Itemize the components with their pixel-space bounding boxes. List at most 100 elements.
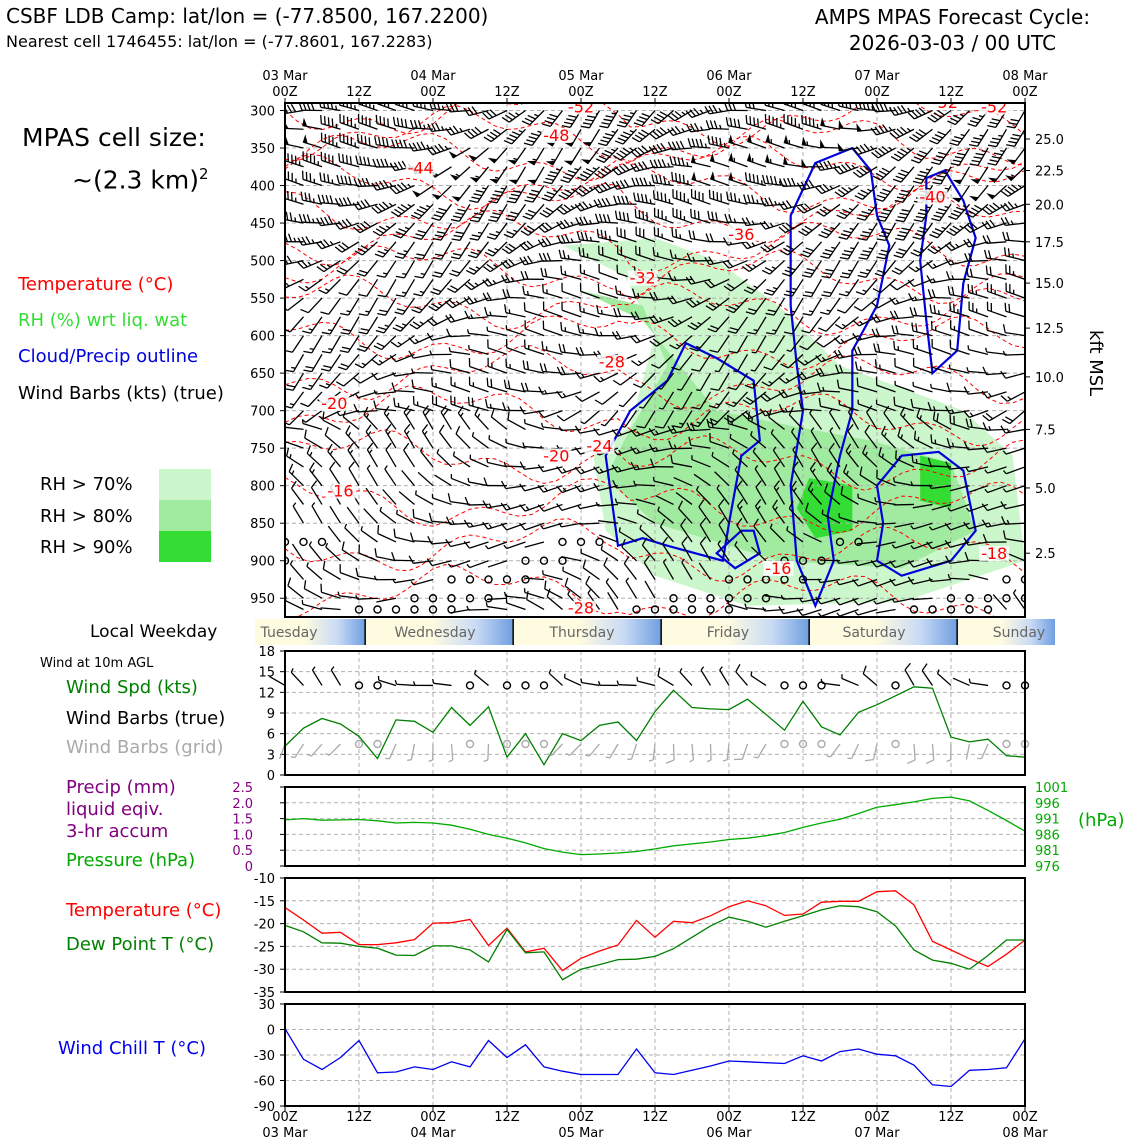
wind-barb <box>357 113 378 130</box>
barb-staff <box>642 391 656 409</box>
barb-half <box>915 458 918 464</box>
barb-full <box>827 160 833 169</box>
barb-full <box>543 181 552 185</box>
barb-full <box>759 221 766 230</box>
wind-barb <box>522 203 545 220</box>
barb-staff <box>487 560 508 568</box>
wind-barb <box>410 368 434 374</box>
barb-full <box>686 252 692 262</box>
barb-staff <box>699 543 712 562</box>
barb-staff <box>383 316 397 334</box>
wind-barb <box>285 335 305 353</box>
barb-full <box>300 191 304 201</box>
barb-half <box>308 384 314 387</box>
wind-barb <box>836 608 859 617</box>
barb-full <box>615 166 623 174</box>
barb-staff <box>324 434 341 449</box>
barb-full <box>526 361 530 370</box>
barb-staff <box>750 546 767 562</box>
barb-half <box>808 310 814 313</box>
barb-half <box>733 370 738 373</box>
barb-staff <box>339 595 360 599</box>
barb-staff <box>718 354 730 372</box>
barb-full <box>524 199 534 203</box>
barb-staff <box>308 544 323 562</box>
wind-barb <box>727 316 749 334</box>
barb-staff <box>563 410 582 422</box>
barb-staff <box>505 387 526 393</box>
barb-full <box>326 103 330 109</box>
barb-full <box>297 237 303 246</box>
barb-full <box>844 162 852 171</box>
barb-staff <box>564 585 582 599</box>
wind-barb <box>558 537 567 547</box>
wind-barb <box>1006 128 1025 148</box>
barb-half <box>346 310 351 313</box>
barb-full <box>492 212 501 216</box>
wind-barb <box>968 320 989 337</box>
barb-full <box>541 224 549 231</box>
barb-full <box>708 105 714 114</box>
barb-full <box>925 759 934 765</box>
barb-full <box>729 192 733 201</box>
wind-barb <box>285 211 304 224</box>
barb-staff <box>389 743 397 759</box>
barb-flag <box>468 154 478 161</box>
barb-full <box>606 214 611 223</box>
wind-barb <box>741 217 767 227</box>
barb-staff <box>451 477 471 487</box>
wind-barb <box>728 134 748 149</box>
barb-half <box>331 179 334 184</box>
wind-barb <box>725 391 748 408</box>
barb-half <box>311 239 315 244</box>
barb-full <box>412 508 415 518</box>
barb-full <box>398 228 407 233</box>
barb-staff <box>339 104 360 112</box>
temperature-isotherm <box>285 429 1025 491</box>
barb-staff <box>420 450 434 468</box>
barb-full <box>861 210 870 215</box>
wind-barb <box>631 128 656 143</box>
barb-full <box>335 381 345 387</box>
barb-full <box>431 217 440 221</box>
barb-full <box>937 151 947 156</box>
barb-full <box>963 226 971 233</box>
barb-full <box>285 388 294 391</box>
barb-staff <box>285 391 286 394</box>
barb-staff <box>930 296 952 299</box>
barb-full <box>631 360 639 367</box>
wind-barb <box>659 518 674 543</box>
barb-full <box>506 200 516 204</box>
wind-barb <box>301 170 323 187</box>
wind-barb <box>466 605 489 611</box>
barb-full <box>286 104 293 113</box>
wind-barb <box>426 143 452 156</box>
barb-full <box>360 245 369 251</box>
barb-staff <box>357 410 378 413</box>
barb-full <box>549 113 558 118</box>
barb-staff <box>709 743 712 761</box>
barb-full <box>660 142 667 151</box>
barb-half <box>704 143 708 148</box>
wind-barb <box>668 440 693 450</box>
barb-full <box>374 253 384 258</box>
barb-full <box>686 422 692 431</box>
barb-flag <box>264 124 270 132</box>
wind-barb <box>630 428 656 437</box>
barb-half <box>349 449 354 454</box>
wind-barb <box>562 566 582 581</box>
calm-circle <box>410 605 419 614</box>
wind-barb-true <box>636 676 656 687</box>
barb-half <box>600 423 606 427</box>
wind-barb <box>773 480 786 505</box>
barb-half <box>426 144 430 149</box>
wind-barb <box>366 464 379 487</box>
barb-full <box>334 246 343 253</box>
barb-staff <box>884 241 897 260</box>
barb-full <box>710 325 719 330</box>
wind-barb <box>285 537 290 547</box>
barb-full <box>374 136 377 145</box>
barb-staff <box>542 426 563 431</box>
barb-full <box>757 118 759 128</box>
calm-circle <box>706 605 715 614</box>
